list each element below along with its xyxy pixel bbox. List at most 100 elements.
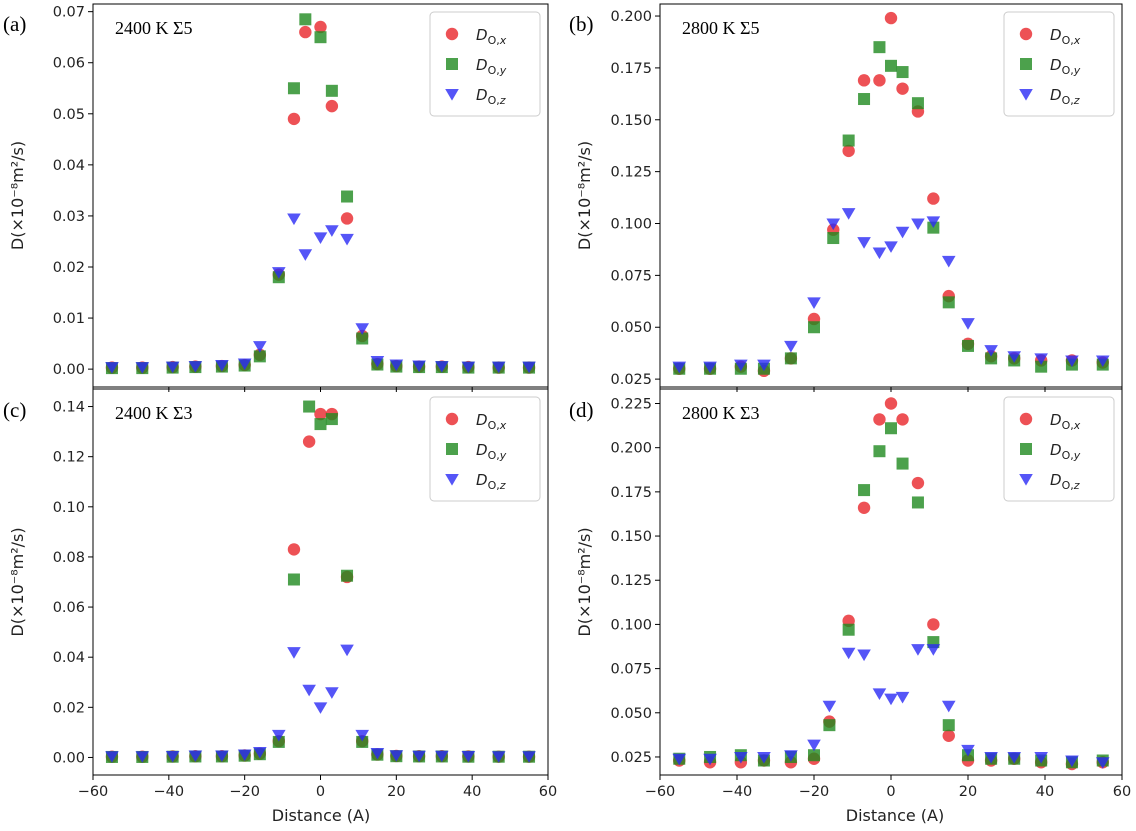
y-tick-label: 0.200: [610, 9, 652, 25]
data-point: [287, 647, 301, 659]
x-tick-label: 60: [1113, 784, 1131, 800]
data-point: [1095, 757, 1110, 769]
y-axis-label: D(×10⁻⁸m²/s): [8, 527, 27, 636]
data-point: [942, 296, 955, 309]
legend-label-x: DO,x: [476, 26, 507, 47]
data-point: [985, 352, 998, 365]
data-point: [303, 400, 316, 413]
data-point: [884, 397, 898, 410]
y-tick-label: 0.07: [53, 5, 85, 21]
x-tick-label: −60: [645, 784, 676, 800]
data-point: [435, 750, 449, 763]
data-point: [389, 359, 404, 372]
data-point: [827, 232, 840, 245]
data-point: [822, 700, 837, 713]
data-point: [841, 208, 856, 220]
data-point: [340, 233, 354, 246]
data-point: [873, 74, 886, 87]
y-tick-label: 0.125: [610, 573, 652, 589]
data-point: [314, 20, 327, 34]
data-point: [271, 267, 286, 279]
data-point: [325, 99, 339, 113]
data-point: [237, 358, 252, 371]
y-tick-label: 0.050: [610, 320, 652, 336]
y-tick-label: 0.100: [610, 217, 652, 233]
legend: DO,x DO,y DO,z: [1003, 11, 1115, 117]
y-tick-label: 0.00: [53, 362, 85, 378]
data-point: [314, 407, 327, 421]
data-point: [961, 744, 975, 757]
data-point: [885, 59, 897, 72]
data-point: [491, 751, 506, 763]
legend-label-z: DO,z: [476, 471, 506, 492]
data-point: [808, 749, 820, 762]
data-point: [370, 355, 385, 368]
y-tick-label: 0.04: [53, 650, 85, 666]
data-point: [340, 644, 354, 657]
y-tick-label: 0.12: [53, 450, 85, 466]
legend-label-y: DO,y: [476, 441, 507, 462]
data-point: [896, 66, 909, 79]
data-point: [926, 216, 941, 229]
y-tick-label: 0.175: [610, 61, 652, 77]
panel-0: 0.00 0.01 0.02 0.03 0.04 0.05 0.06 0.07 D(×10⁻⁸m…: [3, 3, 549, 392]
legend-marker-y: [1020, 58, 1032, 70]
x-tick-label: 20: [959, 784, 977, 800]
data-point: [341, 569, 354, 582]
data-point: [984, 751, 998, 764]
legend: DO,x DO,y DO,z: [429, 11, 541, 117]
legend-label-z: DO,z: [1050, 471, 1080, 492]
data-point: [1007, 351, 1021, 363]
legend-label-y: DO,y: [476, 56, 507, 77]
data-point: [356, 332, 369, 345]
legend-marker-x: [445, 27, 459, 41]
data-point: [911, 97, 924, 110]
data-point: [962, 339, 974, 352]
legend-marker-y: [446, 443, 458, 455]
legend-marker-x: [1019, 412, 1033, 426]
data-point: [341, 190, 354, 203]
y-tick-label: 0.03: [53, 209, 85, 225]
data-point: [491, 361, 506, 374]
y-tick-label: 0.14: [53, 400, 85, 416]
data-point: [672, 753, 687, 766]
y-tick-label: 0.075: [610, 268, 652, 284]
y-tick-label: 0.200: [610, 441, 652, 457]
data-point: [287, 573, 300, 586]
data-point: [885, 422, 897, 435]
panel-2: 0.00 0.02 0.04 0.06 0.08 0.10 0.12 0.14 −60 −40 −2…: [3, 388, 557, 800]
data-point: [215, 750, 229, 763]
data-point: [927, 618, 940, 631]
data-point: [823, 719, 836, 732]
data-point: [313, 232, 328, 244]
data-point: [135, 751, 150, 763]
panel-label: (b): [569, 12, 594, 36]
data-point: [884, 11, 898, 25]
data-point: [911, 218, 925, 231]
data-point: [298, 249, 313, 261]
data-point: [1034, 751, 1048, 764]
data-point: [857, 501, 871, 514]
x-tick-label: 0: [316, 784, 325, 800]
x-tick-label: 40: [463, 784, 481, 800]
data-point: [299, 25, 312, 39]
data-point: [873, 445, 886, 458]
data-point: [412, 360, 426, 373]
data-point: [287, 112, 301, 126]
data-point: [858, 484, 871, 497]
data-point: [896, 413, 909, 426]
series-z: [105, 644, 536, 763]
data-point: [911, 476, 925, 490]
data-point: [461, 361, 476, 374]
x-tick-label: −20: [229, 784, 260, 800]
data-point: [1034, 353, 1048, 365]
panel-label: (a): [3, 12, 26, 36]
data-point: [872, 247, 887, 260]
data-point: [314, 418, 327, 431]
panel-annotation: 2400 K Σ3: [115, 403, 192, 423]
data-point: [895, 691, 910, 704]
data-point: [1035, 360, 1048, 373]
data-point: [842, 623, 855, 636]
data-point: [784, 340, 798, 353]
